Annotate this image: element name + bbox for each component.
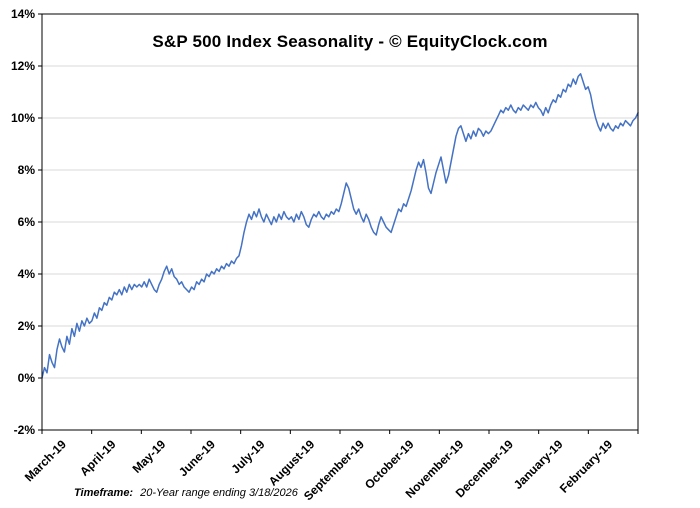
gridlines: [42, 13, 638, 431]
timeframe-note: Timeframe: 20-Year range ending 3/18/2026: [74, 487, 298, 499]
x-axis-label: August-19: [266, 437, 318, 489]
timeframe-label: Timeframe:: [74, 487, 134, 499]
x-axis-label: July-19: [228, 437, 267, 476]
seasonality-line: [41, 73, 639, 379]
y-axis-label: 4%: [18, 267, 36, 281]
y-axis-label: 0%: [18, 371, 36, 385]
y-axis-label: 8%: [18, 163, 36, 177]
y-axis-label: 14%: [11, 7, 35, 21]
y-axis-label: 2%: [18, 319, 36, 333]
timeframe-value: 20-Year range ending 3/18/2026: [140, 487, 298, 499]
x-axis-label: June-19: [176, 437, 218, 479]
y-axis-label: 10%: [11, 111, 35, 125]
x-axis-label: March-19: [22, 437, 69, 484]
y-axis-label: -2%: [14, 423, 36, 437]
x-axis-label: February-19: [557, 437, 616, 496]
plot-border: [41, 13, 639, 431]
axis-ticks: [38, 13, 639, 434]
x-axis-label: April-19: [77, 437, 119, 479]
y-axis-label: 12%: [11, 59, 35, 73]
y-axis-label: 6%: [18, 215, 36, 229]
x-axis-label: May-19: [130, 437, 169, 476]
y-axis-labels: -2% 0% 2% 4% 6% 8% 10% 12% 14%: [11, 7, 35, 437]
